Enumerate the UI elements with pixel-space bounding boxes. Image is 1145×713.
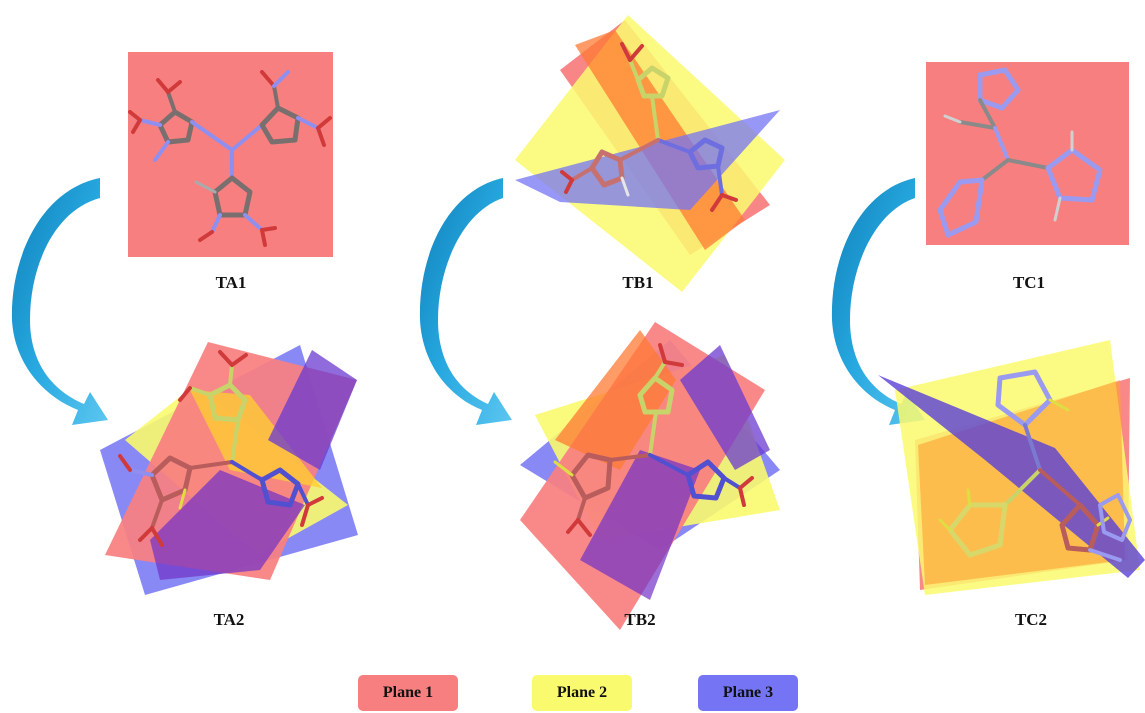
panel-ta1 — [128, 52, 333, 257]
label-tb1: TB1 — [622, 273, 654, 292]
legend-plane-1: Plane 1 — [358, 675, 458, 711]
panel-tc1 — [926, 62, 1129, 245]
plane-2-ta2-overlap — [190, 390, 322, 488]
plane-3-ta2-overlap-right — [268, 350, 357, 470]
label-ta1: TA1 — [215, 273, 247, 292]
molecule-tb2 — [553, 343, 754, 537]
molecule-tb1 — [560, 42, 738, 212]
molecule-ta2 — [118, 350, 324, 547]
plane-3-tb1 — [515, 110, 780, 210]
molecule-tc2 — [938, 369, 1132, 562]
molecule-tc1 — [937, 67, 1103, 238]
panel-tb2 — [520, 322, 780, 630]
panel-tb1 — [515, 15, 785, 292]
arrow-ta — [11, 178, 108, 425]
panel-ta2 — [100, 342, 358, 595]
plane-1-tb2-overlap — [555, 330, 676, 470]
plane-3-tc2 — [878, 375, 1145, 578]
legend-plane-2: Plane 2 — [532, 675, 632, 711]
arrow-tc — [831, 178, 925, 425]
label-ta2: TA2 — [213, 610, 245, 629]
label-tc1: TC1 — [1012, 273, 1046, 292]
arrow-tb — [419, 178, 512, 425]
label-tc2: TC2 — [1014, 610, 1048, 629]
plane-3-tb2-overlap — [580, 450, 700, 600]
plane-1-tc1 — [926, 62, 1129, 245]
label-tb2: TB2 — [624, 610, 656, 629]
molecule-ta1 — [128, 70, 332, 247]
plane-3-tb2-overlap-right — [680, 345, 770, 470]
legend-plane-3: Plane 3 — [698, 675, 798, 711]
panel-tc2 — [878, 340, 1145, 595]
